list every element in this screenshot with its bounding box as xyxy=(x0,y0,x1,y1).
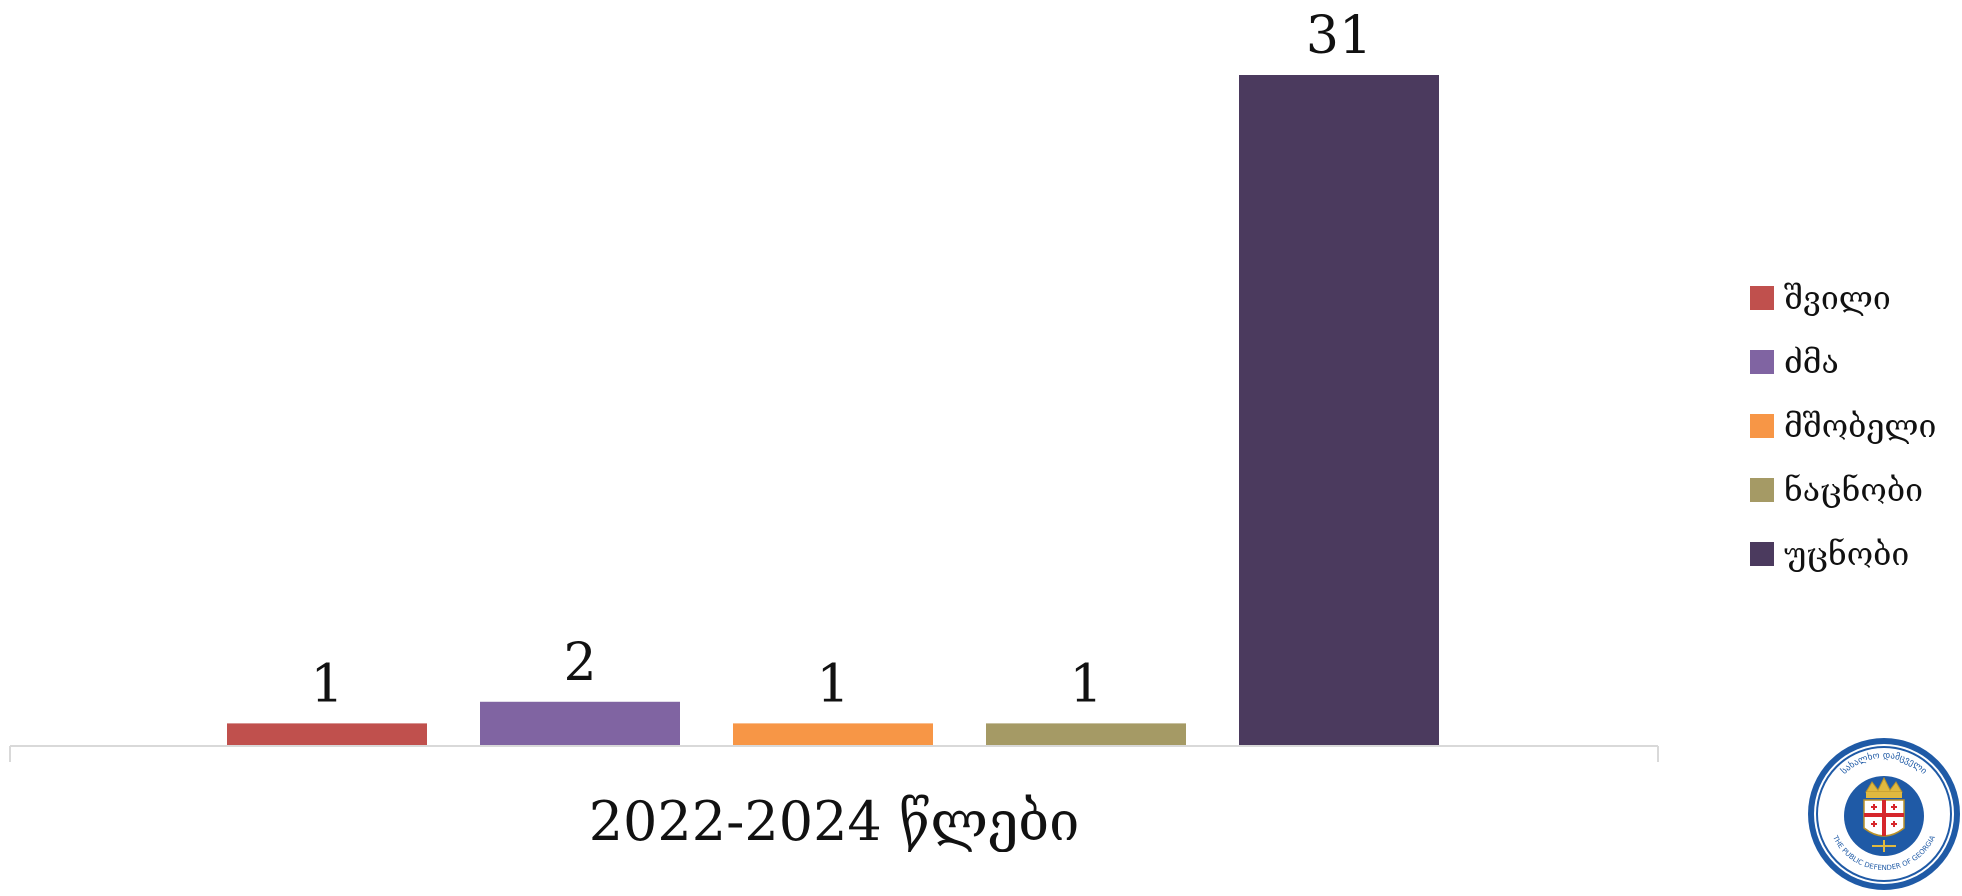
legend-label: უცნობი xyxy=(1784,535,1910,573)
bar-chart: 1 2 1 1 31 2022-2024 წლები xyxy=(9,6,1659,852)
category-label: 2022-2024 წლები xyxy=(589,790,1080,852)
legend-item: ნაცნობი xyxy=(1750,458,1936,522)
bar xyxy=(227,723,427,745)
legend-label: შვილი xyxy=(1784,279,1891,317)
public-defender-seal-icon: სახალხო დამცველი THE PUBLIC DEFENDER OF … xyxy=(1806,736,1962,892)
bars-layer xyxy=(227,75,1439,745)
value-labels-layer: 1 2 1 1 31 xyxy=(310,6,1372,714)
bar xyxy=(480,701,680,745)
bar xyxy=(733,723,933,745)
legend-item: ძმა xyxy=(1750,330,1936,394)
bar-value-label: 1 xyxy=(816,654,849,714)
legend-item: მშობელი xyxy=(1750,394,1936,458)
bar xyxy=(1239,75,1439,745)
bar-value-label: 1 xyxy=(310,654,343,714)
chart-legend: შვილი ძმა მშობელი ნაცნობი უცნობი xyxy=(1750,266,1936,586)
legend-swatch xyxy=(1750,478,1774,502)
bar-value-label: 31 xyxy=(1306,6,1372,66)
legend-swatch xyxy=(1750,542,1774,566)
bar xyxy=(986,723,1186,745)
bar-value-label: 2 xyxy=(563,633,596,693)
legend-swatch xyxy=(1750,414,1774,438)
legend-item: უცნობი xyxy=(1750,522,1936,586)
legend-label: მშობელი xyxy=(1784,407,1937,445)
legend-label: ნაცნობი xyxy=(1784,471,1923,509)
legend-swatch xyxy=(1750,286,1774,310)
legend-label: ძმა xyxy=(1784,343,1839,381)
legend-item: შვილი xyxy=(1750,266,1936,330)
legend-swatch xyxy=(1750,350,1774,374)
bar-value-label: 1 xyxy=(1069,654,1102,714)
